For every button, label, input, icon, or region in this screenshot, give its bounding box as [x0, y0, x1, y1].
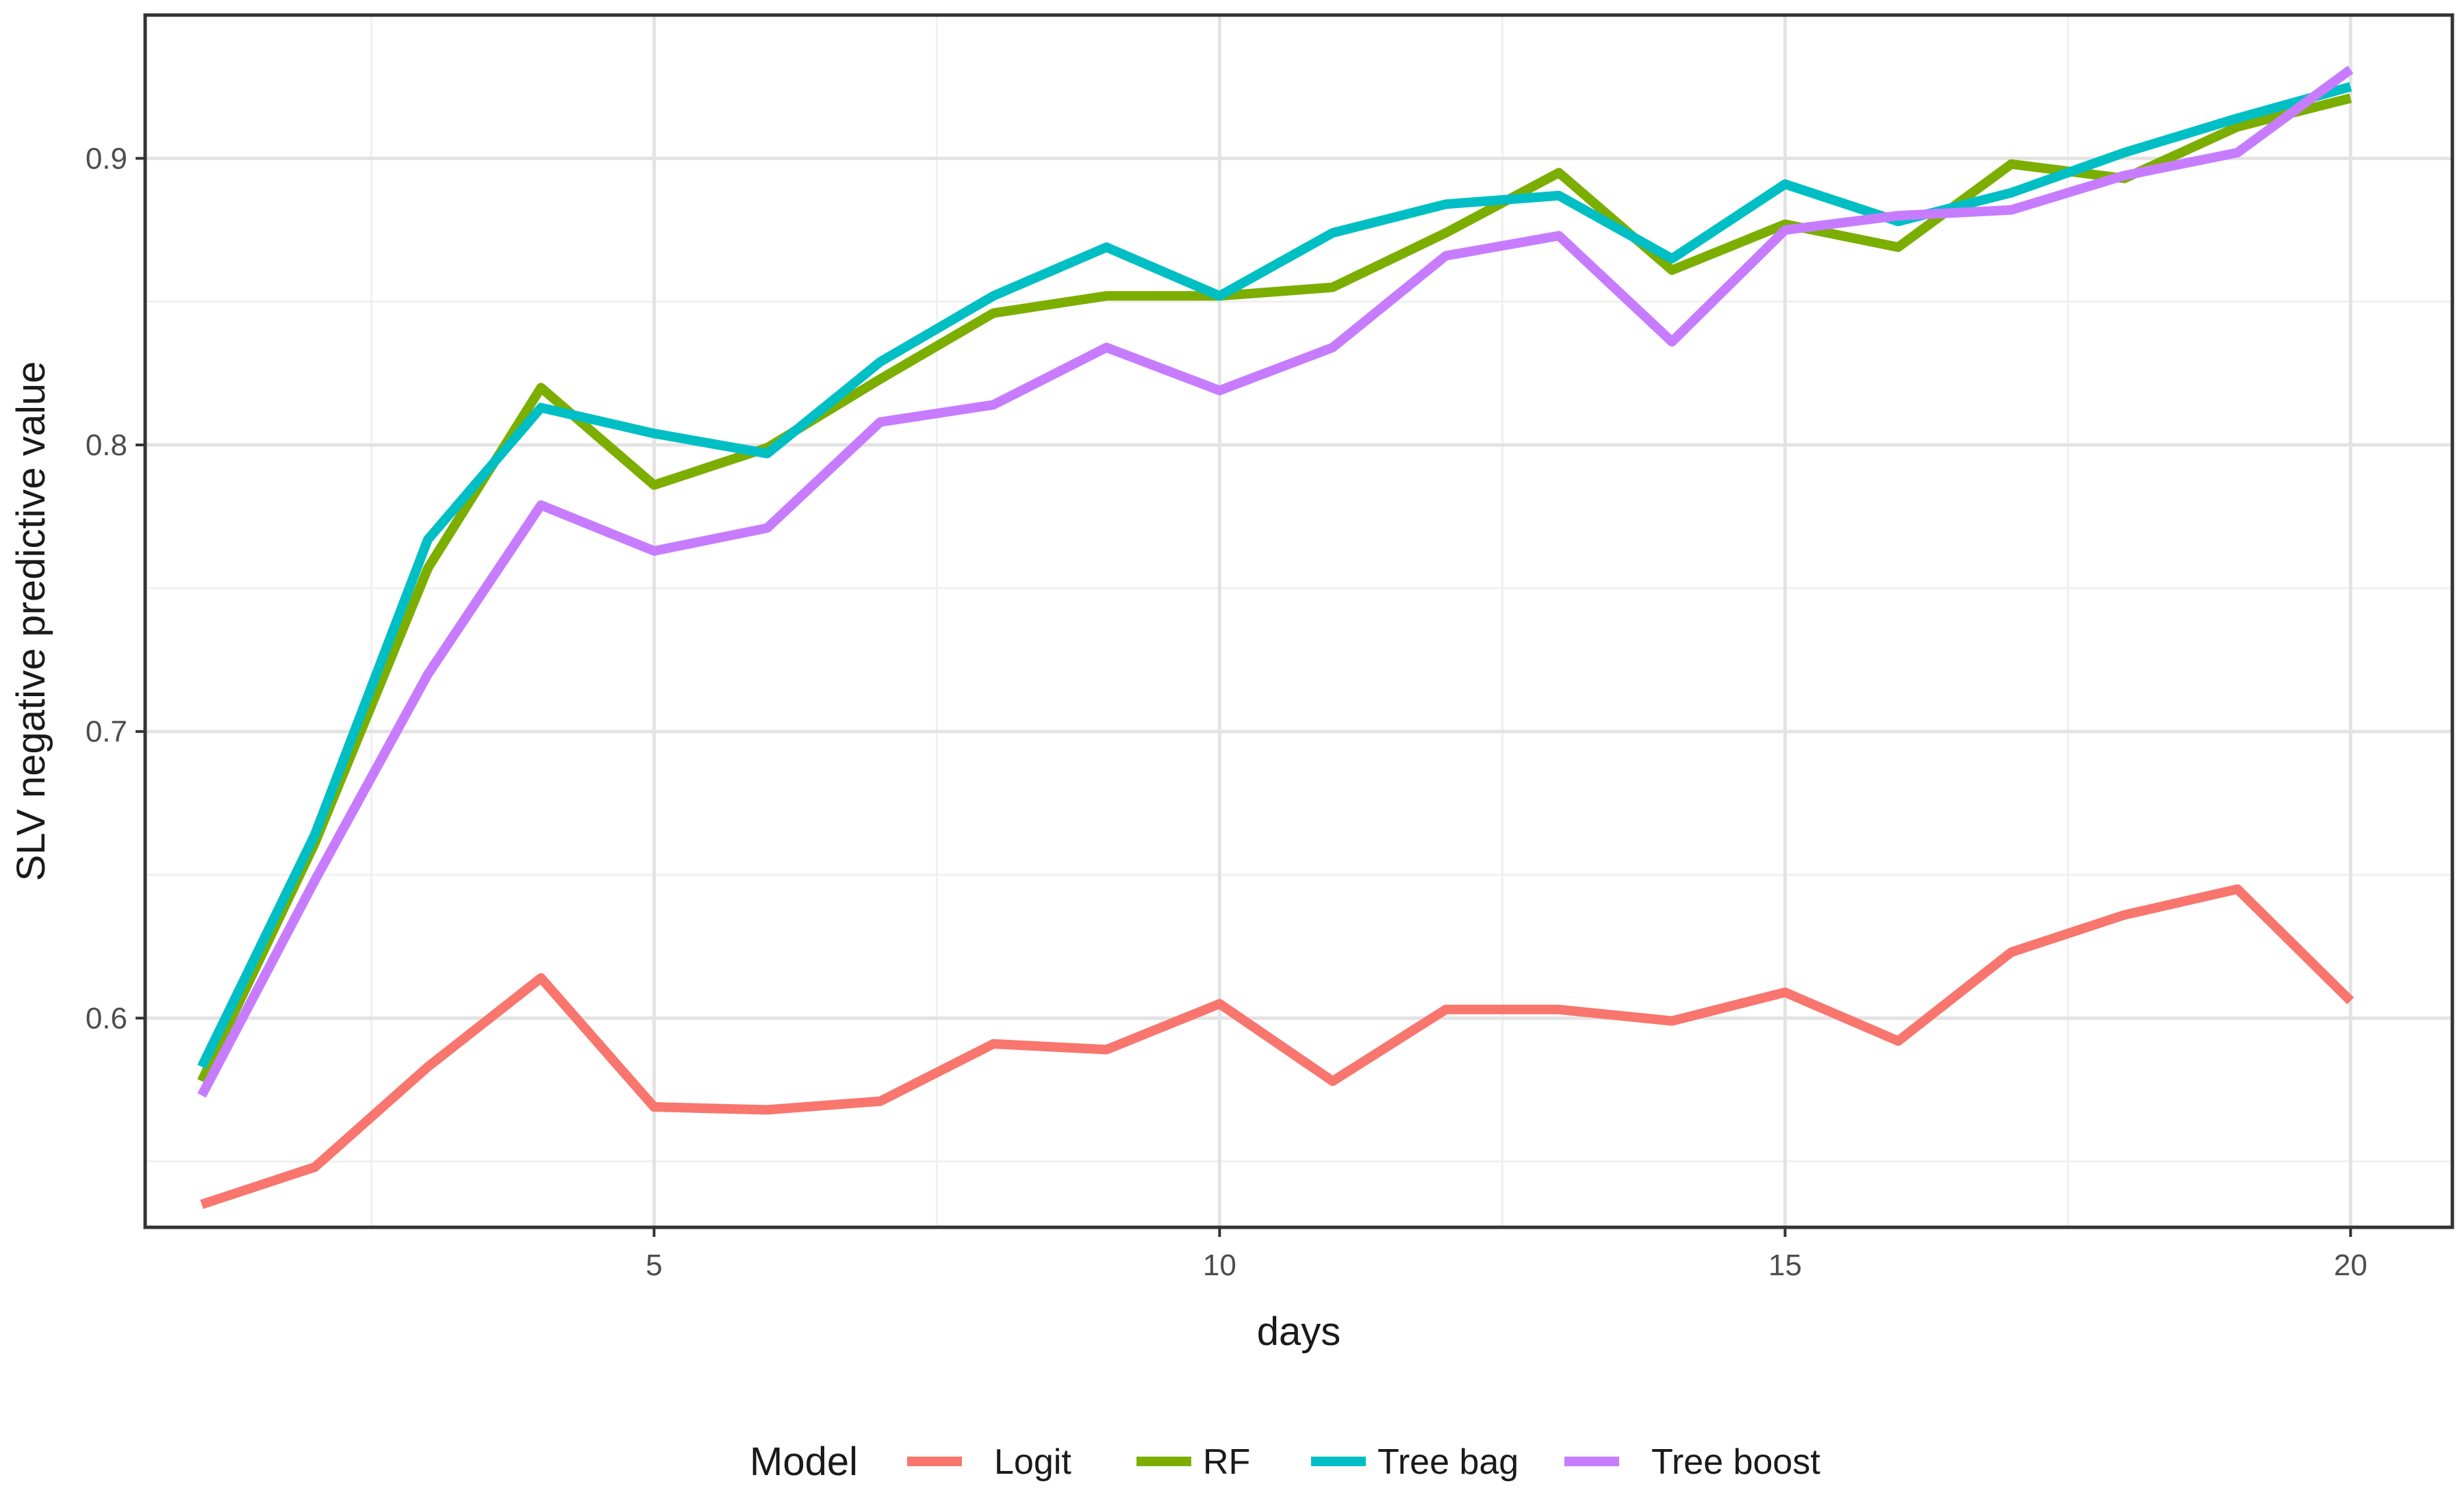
x-tick-label: 5 — [646, 1249, 662, 1282]
x-tick-label: 15 — [1768, 1249, 1802, 1282]
legend-label-tree-boost: Tree boost — [1651, 1442, 1820, 1482]
grid-layer — [145, 15, 2452, 1227]
x-tick-label: 10 — [1203, 1249, 1236, 1282]
series-line-logit — [200, 884, 2354, 1210]
series-line-tree-boost — [197, 65, 2354, 1098]
legend-label-tree-bag: Tree bag — [1377, 1442, 1519, 1482]
y-axis-title: SLV negative predictive value — [9, 361, 53, 882]
x-tick-label: 20 — [2334, 1249, 2367, 1282]
series-line-rf — [197, 93, 2352, 1084]
y-tick-label: 0.8 — [86, 428, 127, 462]
legend-label-logit: Logit — [994, 1442, 1071, 1482]
y-tick-label: 0.6 — [86, 1001, 127, 1035]
y-tick-label: 0.7 — [86, 715, 127, 749]
legend-label-rf: RF — [1203, 1442, 1250, 1482]
legend-title: Model — [750, 1440, 858, 1484]
legend: Model Logit RF Tree bag Tree boost — [750, 1440, 1820, 1484]
plot-border — [143, 13, 2454, 1229]
x-axis-title: days — [1257, 1309, 1341, 1354]
axis-layer: 5 10 15 20 0.6 0.7 0.8 0.9 — [86, 142, 2367, 1282]
series-layer — [197, 65, 2354, 1210]
series-line-tree-bag — [197, 81, 2352, 1069]
y-tick-label: 0.9 — [86, 142, 127, 175]
